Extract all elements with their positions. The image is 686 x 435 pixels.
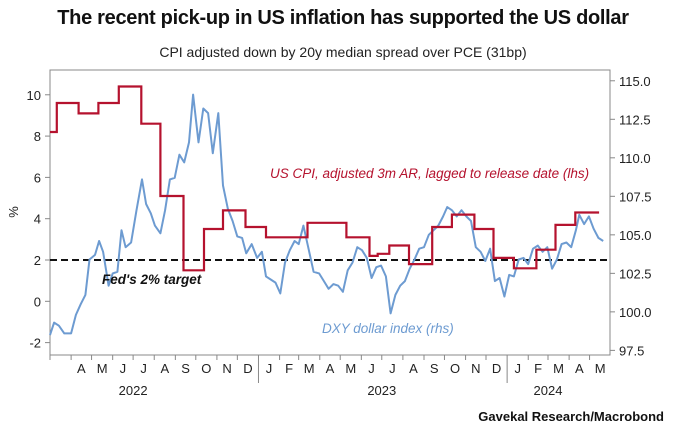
month-label: O xyxy=(201,361,211,376)
right-tick-label: 115.0 xyxy=(619,74,651,89)
month-label: D xyxy=(243,361,252,376)
month-label: A xyxy=(160,361,169,376)
month-label: J xyxy=(514,361,521,376)
month-label: M xyxy=(345,361,356,376)
dxy-series-annotation: DXY dollar index (rhs) xyxy=(322,321,454,336)
month-label: J xyxy=(120,361,127,376)
left-tick-label: 6 xyxy=(34,170,41,185)
left-tick-label: 10 xyxy=(27,88,41,103)
month-label: A xyxy=(575,361,584,376)
right-tick-label: 97.5 xyxy=(619,343,644,358)
left-axis-label: % xyxy=(6,206,21,218)
month-label: F xyxy=(285,361,293,376)
month-label: O xyxy=(450,361,460,376)
month-label: A xyxy=(77,361,86,376)
left-tick-label: 0 xyxy=(34,294,41,309)
left-axis: -2 0 2 4 6 8 10 xyxy=(27,88,50,351)
month-label: J xyxy=(368,361,375,376)
right-tick-label: 110.0 xyxy=(619,151,651,166)
year-label: 2023 xyxy=(367,383,396,398)
month-label: M xyxy=(304,361,315,376)
month-label: D xyxy=(492,361,501,376)
month-label: N xyxy=(222,361,231,376)
cpi-series-line xyxy=(50,85,600,272)
left-tick-label: 8 xyxy=(34,129,41,144)
fed-target-annotation: Fed's 2% target xyxy=(102,272,202,287)
year-label: 2024 xyxy=(534,383,563,398)
month-label: N xyxy=(471,361,480,376)
chart-title: The recent pick-up in US inflation has s… xyxy=(57,7,629,29)
right-tick-label: 105.0 xyxy=(619,228,652,243)
month-label: S xyxy=(430,361,439,376)
series-layer xyxy=(49,85,610,336)
month-label: A xyxy=(409,361,418,376)
month-label: A xyxy=(326,361,335,376)
month-label: J xyxy=(140,361,147,376)
right-tick-label: 100.0 xyxy=(619,305,652,320)
year-label: 2022 xyxy=(119,383,148,398)
month-label: F xyxy=(534,361,542,376)
cpi-series-annotation: US CPI, adjusted 3m AR, lagged to releas… xyxy=(270,166,589,181)
left-tick-label: 4 xyxy=(34,212,41,227)
left-tick-label: 2 xyxy=(34,253,41,268)
plot-frame xyxy=(49,69,611,356)
month-label: M xyxy=(553,361,564,376)
right-tick-label: 107.5 xyxy=(619,189,652,204)
month-label: M xyxy=(595,361,606,376)
right-tick-label: 112.5 xyxy=(619,112,651,127)
source-note: Gavekal Research/Macrobond xyxy=(478,409,664,424)
right-tick-label: 102.5 xyxy=(619,266,652,281)
right-axis: 97.5 100.0 102.5 105.0 107.5 110.0 112.5 115.0 xyxy=(610,74,652,358)
month-label: J xyxy=(389,361,396,376)
chart-subtitle: CPI adjusted down by 20y median spread o… xyxy=(159,44,527,60)
month-label: M xyxy=(97,361,108,376)
month-label: S xyxy=(181,361,190,376)
left-tick-label: -2 xyxy=(29,336,41,351)
month-label: J xyxy=(266,361,273,376)
dxy-series-line xyxy=(49,93,604,336)
